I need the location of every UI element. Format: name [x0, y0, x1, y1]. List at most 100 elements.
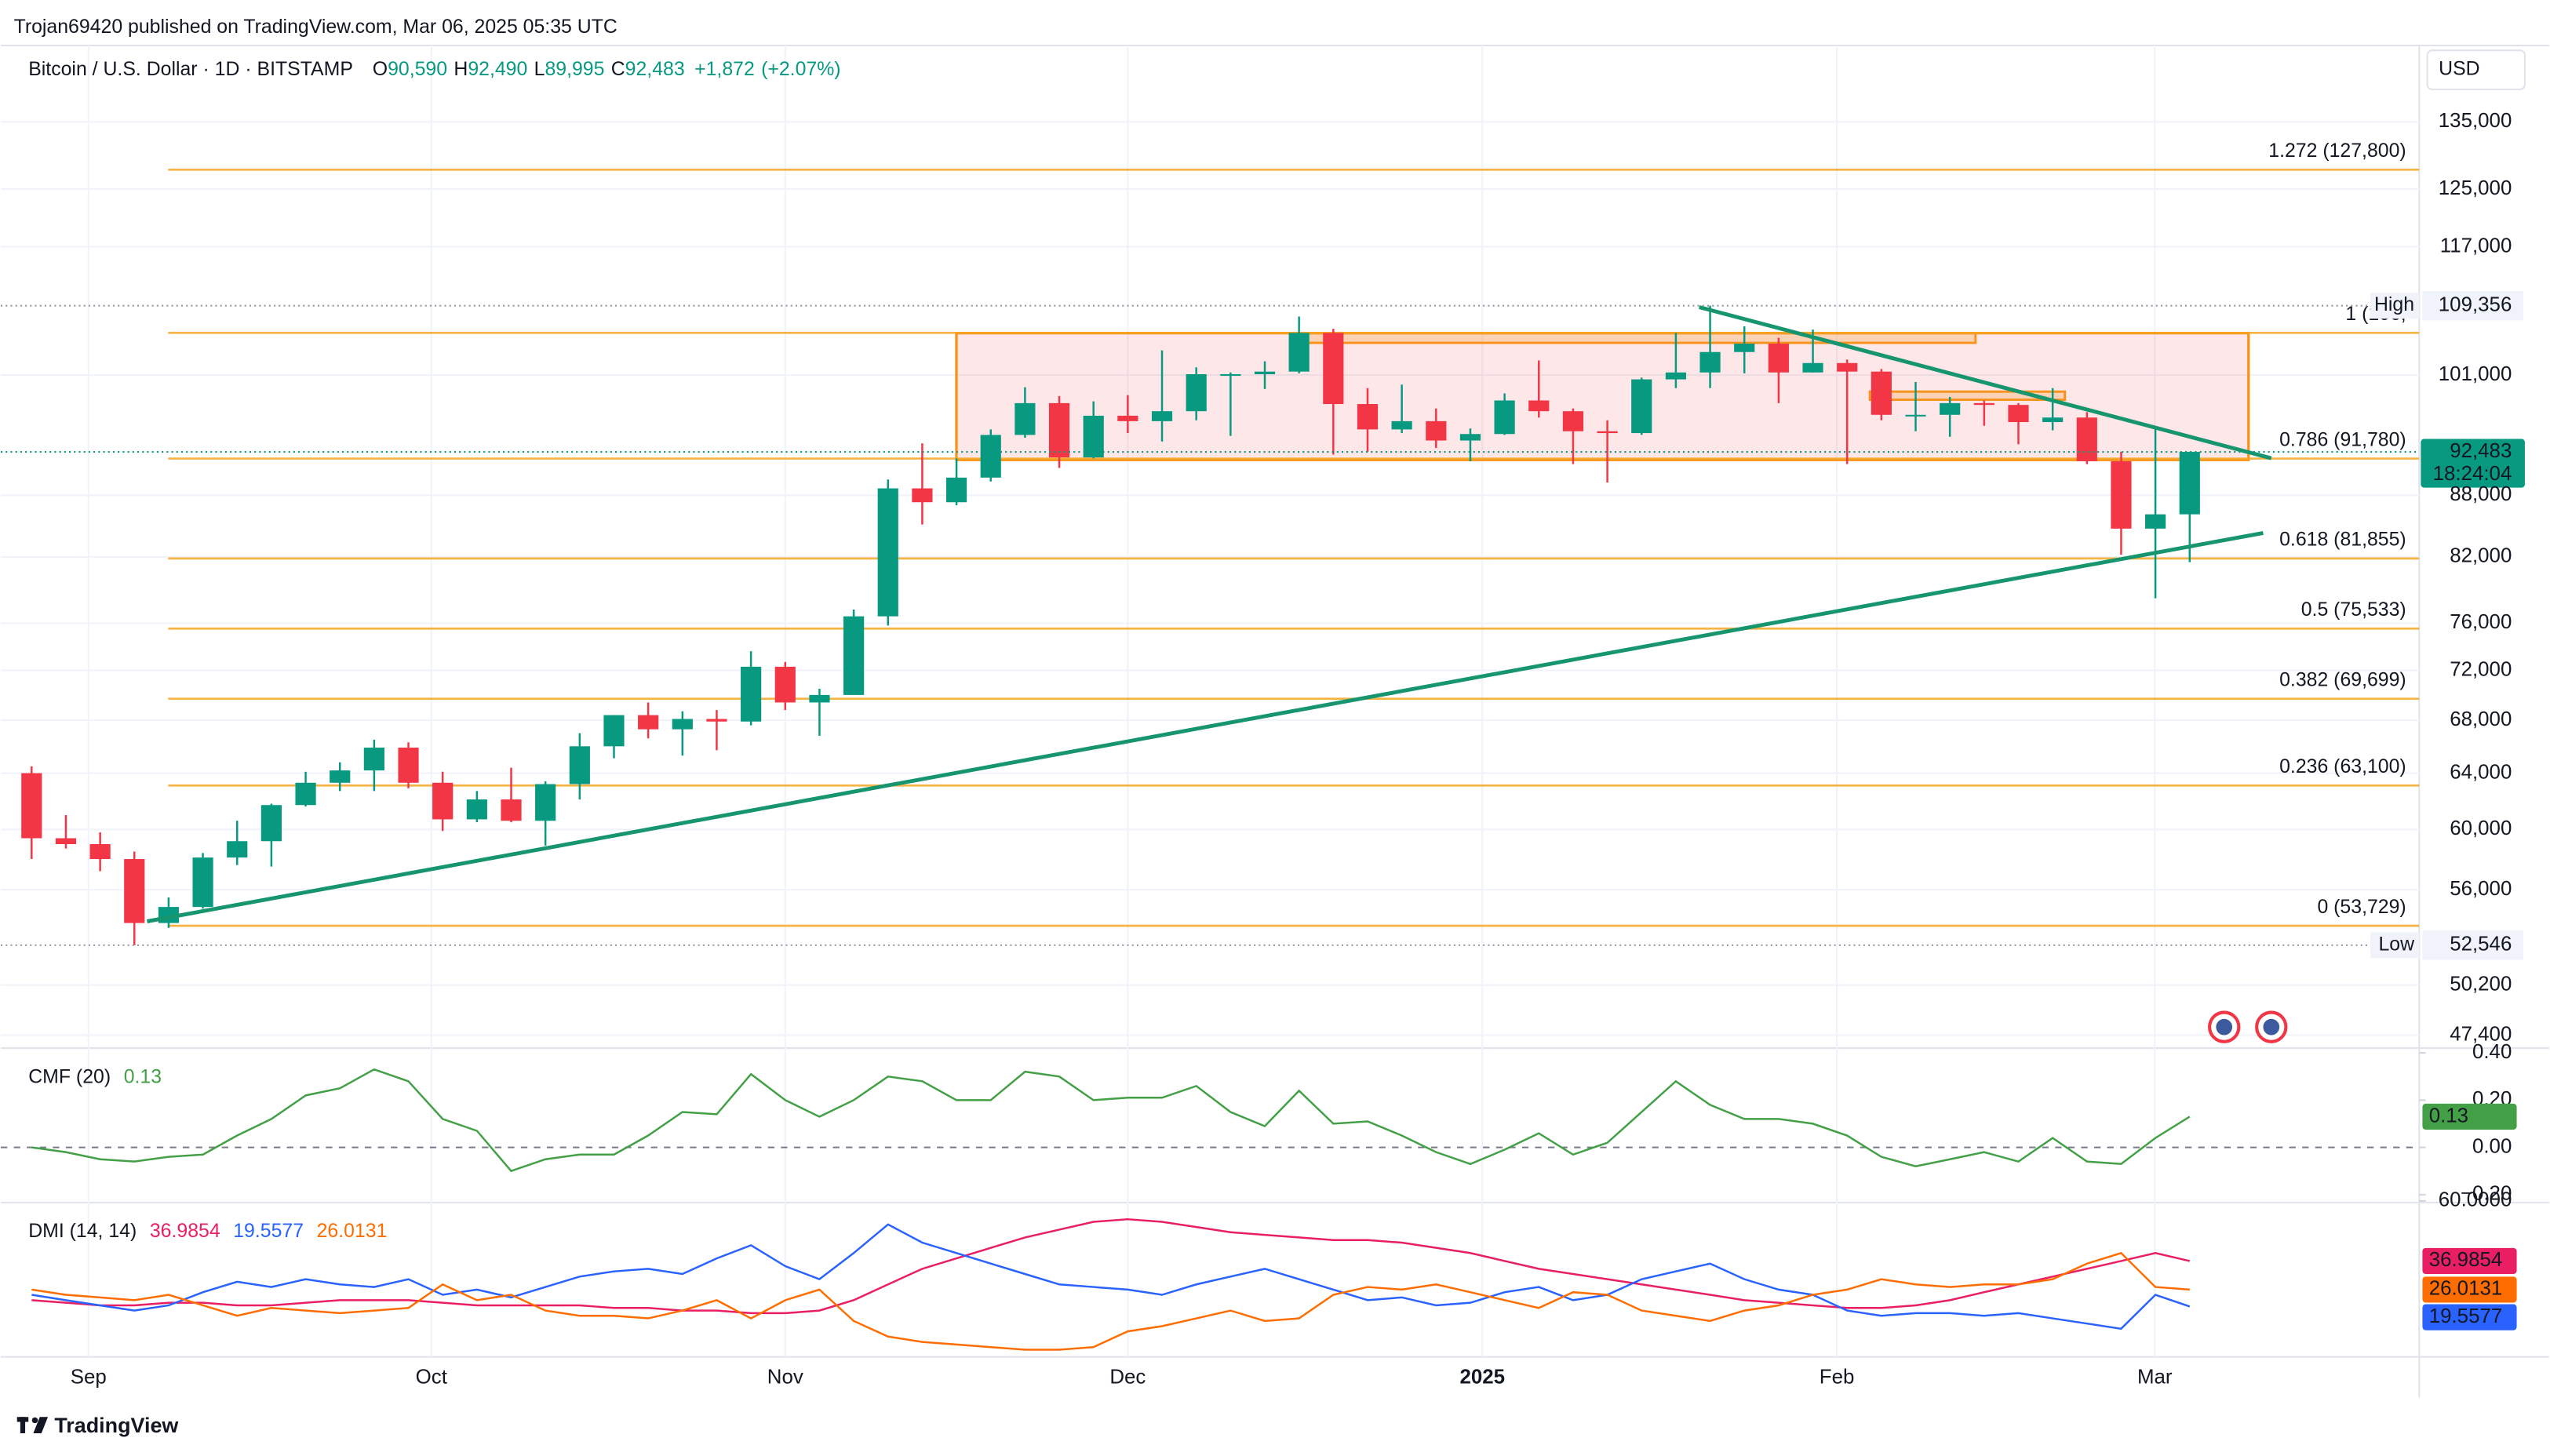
- candle-body: [877, 488, 898, 617]
- low_marker-name-box: [2370, 932, 2420, 959]
- value-badge: [2422, 1103, 2517, 1130]
- trend-line: [1699, 305, 2272, 460]
- candle-body: [603, 715, 625, 747]
- y-tick-label: 60,000: [2450, 817, 2512, 839]
- y-tick-label: 56,000: [2450, 878, 2512, 900]
- ohlc-part: 90,590: [388, 59, 447, 80]
- y-tick-label: −0.20: [2461, 1183, 2512, 1205]
- currency-button[interactable]: [2426, 49, 2526, 90]
- candle-body: [2111, 460, 2132, 529]
- candle-body: [1905, 414, 1926, 417]
- low_marker-value: 52,546: [2450, 934, 2512, 956]
- candle-body: [260, 805, 282, 842]
- y-tick-label: 101,000: [2439, 363, 2512, 385]
- low_marker-value-box: [2422, 930, 2523, 960]
- candle-body: [912, 488, 933, 503]
- candle-body: [843, 616, 865, 695]
- candle-body: [2008, 405, 2029, 423]
- candle-body: [1597, 431, 1618, 434]
- candle-body: [1940, 402, 1961, 415]
- candle-body: [1220, 373, 1241, 377]
- publisher: Trojan69420 published on TradingView.com…: [14, 16, 617, 38]
- candle-body: [1665, 372, 1686, 380]
- candle-body: [809, 694, 830, 703]
- y-tick-label: 135,000: [2439, 110, 2512, 132]
- ohlc-part: 89,995: [545, 59, 604, 80]
- x-tick-label: Mar: [2137, 1366, 2173, 1388]
- candle-body: [1254, 371, 1276, 374]
- indicator-line: [31, 1223, 2191, 1330]
- fib-label: 0.382 (69,699): [2279, 669, 2406, 690]
- candle-body: [501, 799, 522, 821]
- x-tick-label: Feb: [1820, 1366, 1855, 1388]
- candle-body: [330, 770, 351, 783]
- value-badge-label: 36.9854: [2429, 1249, 2503, 1271]
- low_marker-name: Low: [2378, 934, 2414, 955]
- value-badge-label: 26.0131: [2429, 1278, 2503, 1300]
- indicator-line: [31, 1068, 2191, 1173]
- y-tick-label: 50,200: [2450, 974, 2512, 996]
- y-tick-label: 72,000: [2450, 658, 2512, 680]
- ohlc-part: H: [454, 59, 468, 80]
- ohlc-part: L: [534, 59, 545, 80]
- fib-label: 0.786 (91,780): [2279, 429, 2406, 450]
- legend-value: 19.5577: [233, 1221, 304, 1242]
- value-badge-label: 0.13: [2429, 1105, 2468, 1127]
- x-tick-label: Dec: [1109, 1366, 1146, 1388]
- y-tick-label: 117,000: [2440, 235, 2512, 257]
- candle-body: [1768, 344, 1789, 373]
- x-tick-label: Oct: [416, 1366, 447, 1388]
- last-price-badge: [2421, 439, 2525, 488]
- candle-body: [980, 435, 1001, 478]
- symbol: Bitcoin / U.S. Dollar · 1D · BITSTAMP: [28, 59, 353, 80]
- candle-body: [706, 719, 727, 722]
- legend-value: 0.13: [124, 1066, 162, 1087]
- y-tick-label: 47,400: [2450, 1023, 2512, 1045]
- candle-body: [466, 799, 487, 820]
- logo-mark: [20, 1417, 26, 1433]
- candle-body: [535, 784, 556, 821]
- candle-body: [1186, 373, 1207, 412]
- value-badge: [2422, 1247, 2517, 1274]
- candle-body: [1323, 333, 1344, 405]
- event-icon-flag: [2216, 1018, 2233, 1036]
- y-tick-label: 68,000: [2450, 708, 2512, 730]
- candle-body: [363, 748, 384, 771]
- candle-body: [432, 782, 454, 820]
- logo-mark: [31, 1417, 38, 1424]
- candle-body: [398, 748, 419, 783]
- indicator-legend: CMF (20) 0.13: [28, 1066, 162, 1087]
- currency[interactable]: USD: [2439, 59, 2479, 80]
- y-tick-label: 125,000: [2439, 177, 2512, 199]
- candle-body: [2042, 417, 2064, 423]
- value-badge: [2422, 1276, 2517, 1303]
- fib-label: 0.236 (63,100): [2279, 756, 2406, 777]
- fib-levels: 1.272 (127,800)1 (106,0.786 (91,780)0.61…: [168, 140, 2420, 927]
- indicator-line: [31, 1251, 2190, 1351]
- y-tick-label: 0.40: [2472, 1041, 2512, 1063]
- candle-body: [192, 857, 213, 908]
- y-tick-label: 60.0000: [2439, 1189, 2512, 1211]
- candle-body: [1459, 434, 1481, 441]
- candle-body: [672, 719, 693, 730]
- ohlc-part: +1,872: [694, 59, 755, 80]
- ohlc-part: (+2.07%): [761, 59, 840, 80]
- fib-label: 0.5 (75,533): [2301, 599, 2406, 621]
- x-tick-label: 2025: [1459, 1366, 1505, 1388]
- candle-body: [2179, 452, 2200, 515]
- high_marker-value: 109,356: [2439, 294, 2512, 316]
- event-icon-flag: [2263, 1018, 2280, 1036]
- high_marker-value-box: [2422, 291, 2523, 321]
- candle-body: [124, 859, 145, 923]
- candle-body: [21, 773, 42, 839]
- candle-body: [1151, 411, 1173, 421]
- y-tick-label: 76,000: [2450, 611, 2512, 633]
- candle-body: [638, 715, 659, 730]
- candle-body: [295, 782, 316, 806]
- candle-body: [1494, 400, 1515, 435]
- candle-body: [1117, 415, 1138, 421]
- candle-body: [1802, 362, 1823, 373]
